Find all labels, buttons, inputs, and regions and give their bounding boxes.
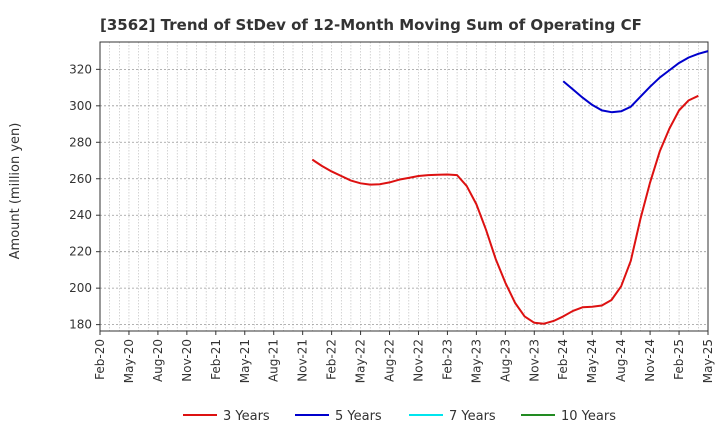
x-tick-label: May-22 (354, 339, 368, 383)
x-tick-label: Nov-23 (527, 339, 541, 382)
x-tick-label: Nov-24 (643, 339, 657, 382)
y-tick-label: 240 (69, 208, 92, 222)
gridlines (100, 42, 708, 331)
series-line-5-years (562, 50, 709, 114)
y-tick-label: 220 (69, 245, 92, 259)
x-tick-label: May-21 (238, 339, 252, 383)
x-tick-label: Aug-23 (498, 339, 512, 382)
legend-label: 5 Years (335, 409, 382, 424)
x-tick-label: Feb-20 (93, 339, 107, 380)
y-tick-label: 280 (69, 135, 92, 149)
series-line-3-years (311, 94, 699, 325)
x-tick-label: May-23 (469, 339, 483, 383)
legend-label: 3 Years (223, 409, 270, 424)
x-tick-label: Aug-21 (267, 339, 281, 382)
plot-area (99, 41, 709, 332)
x-tick-label: Feb-21 (209, 339, 223, 380)
x-tick-label: May-24 (585, 339, 599, 383)
legend: 3 Years 5 Years 7 Years 10 Years (183, 409, 616, 424)
x-tick-label: May-20 (122, 339, 136, 383)
y-tick-label: 260 (69, 172, 92, 186)
x-tick-label: Feb-22 (325, 339, 339, 380)
y-tick-label: 320 (69, 62, 92, 76)
x-tick-label: Nov-20 (180, 339, 194, 382)
x-tick-label: Aug-22 (383, 339, 397, 382)
x-tick-label: Nov-22 (411, 339, 425, 382)
x-tick-label: Aug-20 (151, 339, 165, 382)
chart-title: [3562] Trend of StDev of 12-Month Moving… (100, 16, 642, 34)
series-lines (311, 50, 709, 325)
y-tick-label: 180 (69, 318, 92, 332)
plot-border (99, 41, 709, 332)
x-tick-label: Aug-24 (614, 339, 628, 382)
x-tick-label: Feb-23 (440, 339, 454, 380)
x-axis: Feb-20 May-20 Aug-20 Nov-20 Feb-21 May-21 Aug-… (93, 331, 715, 383)
y-axis-label: Amount (million yen) (8, 123, 23, 260)
y-tick-label: 200 (69, 281, 92, 295)
y-axis: 180 200 220 240 260 280 300 320 (69, 62, 100, 332)
y-tick-label: 300 (69, 99, 92, 113)
x-tick-label: Feb-25 (672, 339, 686, 380)
x-tick-label: Nov-21 (296, 339, 310, 382)
x-tick-label: May-25 (701, 339, 715, 383)
legend-label: 10 Years (561, 409, 616, 424)
x-tick-label: Feb-24 (556, 339, 570, 380)
legend-label: 7 Years (449, 409, 496, 424)
